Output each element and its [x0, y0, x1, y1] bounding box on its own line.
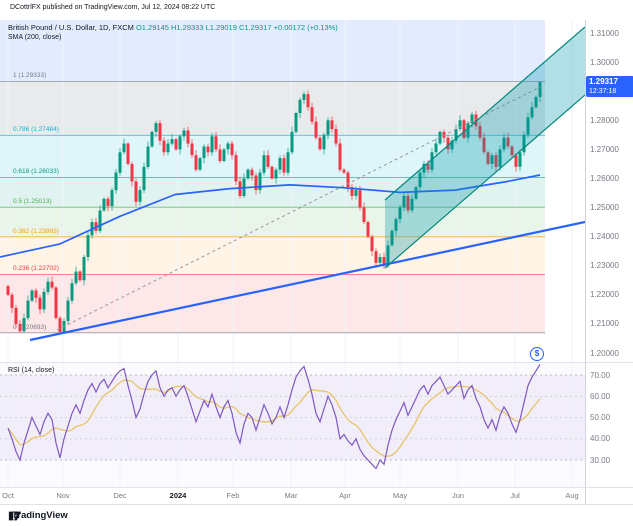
time-tick: Mar	[284, 491, 298, 500]
pane-separator[interactable]	[0, 362, 633, 363]
time-tick: Aug	[565, 491, 579, 500]
time-tick: Nov	[56, 491, 70, 500]
tradingview-logo-icon[interactable]	[8, 509, 22, 523]
symbol-legend[interactable]: British Pound / U.S. Dollar, 1D, FXCM O1…	[8, 23, 338, 32]
price-tick: 1.27000	[590, 144, 619, 154]
main-chart-canvas[interactable]	[0, 20, 585, 363]
price-tick: 1.26000	[590, 173, 619, 183]
current-price-value: 1.29317	[589, 77, 618, 86]
tradingview-brand[interactable]: TradingView	[12, 510, 68, 521]
time-tick: May	[392, 491, 408, 500]
time-tick: Oct	[2, 491, 14, 500]
price-tick: 1.21000	[590, 319, 619, 329]
dollar-event-icon[interactable]: $	[530, 347, 544, 361]
rsi-tick: 50.00	[590, 413, 611, 422]
price-tick: 1.24000	[590, 232, 619, 242]
rsi-tick: 70.00	[590, 370, 611, 380]
time-tick: Dec	[113, 491, 127, 500]
bar-countdown: 12:37:18	[589, 88, 617, 95]
time-axis[interactable]: Oct Nov Dec 2024 Feb Mar Apr May Jun Jul Aug	[0, 488, 585, 503]
time-tick: Feb	[226, 491, 240, 500]
time-tick: Apr	[339, 491, 351, 500]
footer-bar: TradingView	[0, 504, 633, 526]
rsi-tick: 40.00	[590, 434, 611, 444]
rsi-tick: 30.00	[590, 455, 611, 465]
symbol-title: British Pound / U.S. Dollar, 1D, FXCM	[8, 23, 134, 32]
sma-legend[interactable]: SMA (200, close)	[8, 34, 62, 41]
price-tick: 1.30000	[590, 57, 619, 67]
price-axis[interactable]: 1.31000 1.30000 1.28000 1.27000 1.26000 1.250…	[586, 0, 633, 502]
current-price-label: 1.29317 12:37:18	[586, 76, 633, 97]
ohlc-values: O1.29145 H1.29333 L1.29019 C1.29317 +0.0…	[135, 23, 338, 32]
time-tick: Jun	[451, 491, 465, 500]
time-tick: Jul	[510, 491, 520, 500]
timeaxis-separator	[0, 487, 633, 488]
price-tick: 1.20000	[590, 348, 619, 358]
price-tick: 1.23000	[590, 261, 619, 271]
price-tick: 1.28000	[590, 115, 619, 125]
attribution-text: DCottrlFX published on TradingView.com, …	[10, 4, 216, 11]
price-axis-border	[585, 20, 586, 504]
time-tick: 2024	[169, 491, 187, 500]
rsi-legend[interactable]: RSI (14, close)	[8, 367, 55, 374]
rsi-tick: 60.00	[590, 391, 611, 401]
price-tick: 1.25000	[590, 203, 619, 213]
rsi-panel-canvas[interactable]	[0, 363, 585, 487]
price-tick: 1.22000	[590, 290, 619, 300]
price-tick: 1.31000	[590, 28, 619, 38]
